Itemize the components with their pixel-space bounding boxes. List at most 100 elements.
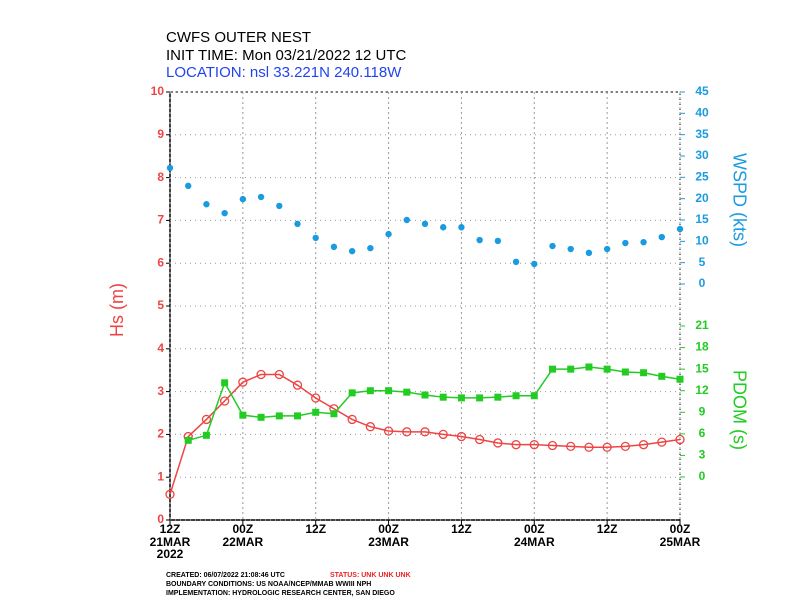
point (530, 392, 538, 400)
point (638, 440, 649, 450)
point (602, 442, 612, 452)
footer-implementation: IMPLEMENTATION: HYDROLOGIC RESEARCH CENT… (166, 590, 395, 597)
point (385, 230, 392, 238)
point (438, 429, 448, 440)
point (620, 441, 631, 452)
y3-tick-label: 9 (699, 404, 706, 418)
x-tick-label: 12Z (305, 522, 326, 536)
x-tick-label: 00Z (378, 522, 399, 536)
x-date-label: 21MAR (150, 535, 191, 549)
point (439, 393, 447, 401)
point (330, 410, 338, 418)
point (366, 387, 374, 395)
point (311, 393, 321, 403)
point (274, 369, 284, 380)
x-tick-label: 12Z (597, 522, 618, 536)
point (640, 369, 648, 377)
y-tick-label: 2 (157, 427, 164, 441)
y3-tick-label: 6 (699, 426, 706, 440)
point (547, 440, 558, 451)
point (185, 182, 192, 190)
chart-title: CWFS OUTER NEST (166, 29, 311, 46)
y3-axis-label: PDOM (s) (729, 370, 749, 450)
point (184, 436, 192, 444)
y2-tick-label: 5 (699, 255, 706, 269)
point (275, 412, 283, 420)
x-tick-label: 12Z (160, 522, 181, 536)
point (676, 375, 684, 383)
y3-tick-label: 15 (695, 361, 709, 375)
point (402, 427, 412, 437)
point (529, 440, 539, 450)
point (549, 242, 556, 250)
x-tick-label: 00Z (233, 522, 254, 536)
point (494, 393, 502, 401)
point (603, 365, 611, 373)
point (622, 239, 629, 247)
point (238, 377, 248, 387)
point (219, 396, 230, 406)
point (456, 431, 467, 442)
point (166, 164, 174, 172)
y-tick-label: 3 (157, 384, 164, 398)
point (566, 441, 576, 452)
x-date-label: 25MAR (660, 535, 701, 549)
series-line (169, 373, 681, 495)
point (257, 413, 265, 421)
y2-tick-label: 40 (695, 106, 709, 120)
point (385, 387, 393, 395)
point (585, 249, 593, 257)
point (421, 220, 429, 228)
series-line (188, 366, 681, 442)
y2-tick-label: 45 (695, 84, 709, 98)
point (367, 244, 374, 252)
point (640, 238, 647, 246)
point (257, 193, 265, 201)
point (256, 369, 266, 380)
y2-tick-label: 15 (695, 212, 709, 226)
point (239, 411, 247, 419)
y-tick-label: 9 (157, 127, 164, 141)
point (201, 414, 212, 425)
y2-tick-label: 20 (695, 191, 709, 205)
x-tick-label: 12Z (451, 522, 472, 536)
point (276, 202, 283, 210)
point (603, 245, 611, 253)
y-tick-label: 10 (151, 84, 165, 98)
location: LOCATION: nsl 33.221N 240.118W (166, 64, 402, 81)
point (512, 392, 520, 400)
point (657, 437, 667, 447)
y-tick-label: 6 (157, 255, 164, 269)
point (474, 434, 485, 445)
footer-boundary: BOUNDARY CONDITIONS: US NOAA/NCEP/MMAB W… (166, 581, 371, 588)
point (348, 247, 356, 255)
y3-tick-label: 0 (699, 469, 706, 483)
y-tick-label: 5 (157, 298, 164, 312)
point (221, 379, 229, 387)
point (585, 363, 593, 371)
y2-axis-label: WSPD (kts) (729, 153, 749, 247)
x-tick-label: 00Z (670, 522, 691, 536)
point (458, 224, 465, 231)
y3-tick-label: 3 (699, 448, 706, 462)
point (493, 438, 503, 448)
point (511, 440, 521, 450)
point (549, 365, 556, 373)
point (658, 372, 666, 380)
y2-tick-label: 35 (695, 127, 709, 141)
point (457, 394, 465, 402)
point (476, 394, 484, 402)
point (221, 209, 228, 217)
point (202, 431, 210, 439)
point (421, 391, 429, 399)
point (531, 260, 538, 268)
point (383, 426, 394, 436)
x-tick-label: 00Z (524, 522, 545, 536)
point (239, 195, 247, 203)
point (567, 245, 574, 253)
y-tick-label: 8 (157, 170, 164, 184)
point (403, 388, 411, 396)
footer-created: CREATED: 06/07/2022 21:08:46 UTC (166, 572, 285, 579)
point (420, 427, 430, 437)
